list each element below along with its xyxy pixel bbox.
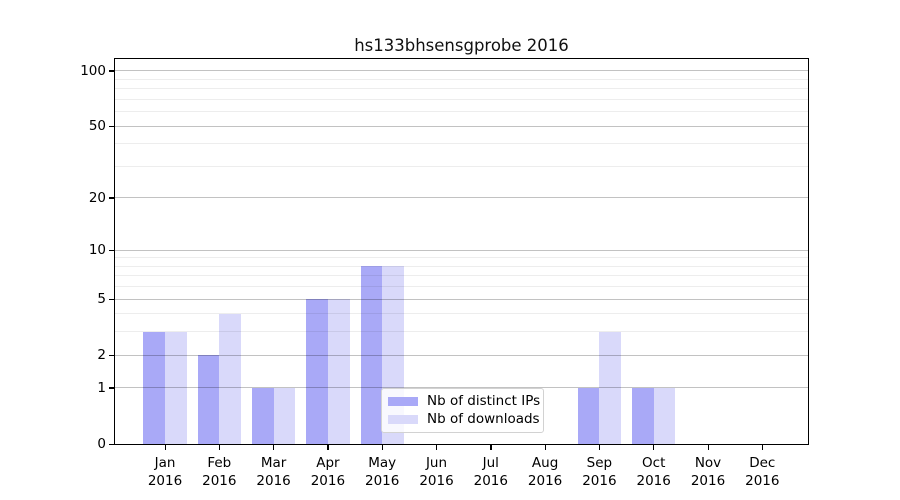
y-tick-mark [109, 387, 114, 389]
x-tick-mark [653, 445, 655, 450]
x-axis-tick-label: Feb 2016 [202, 455, 237, 489]
x-axis-tick-label: Mar 2016 [256, 455, 291, 489]
major-gridline [115, 249, 808, 251]
x-tick-mark [436, 445, 438, 450]
y-tick-mark [109, 443, 114, 445]
bar-downloads [599, 331, 622, 444]
legend-entry: Nb of distinct IPs [388, 393, 540, 410]
minor-gridline [115, 98, 808, 100]
x-axis-tick-label: Jun 2016 [419, 455, 454, 489]
bar-distinct-ips [143, 331, 165, 444]
minor-gridline [115, 143, 808, 145]
x-tick-mark [544, 445, 546, 450]
bar-distinct-ips [197, 355, 220, 444]
x-axis-tick-label: Sep 2016 [582, 455, 617, 489]
y-axis-tick-label: 2 [97, 347, 106, 364]
x-tick-mark [327, 445, 329, 450]
bar-downloads [653, 387, 676, 444]
bar-distinct-ips [632, 387, 654, 444]
y-axis-tick-label: 50 [88, 118, 106, 135]
x-tick-mark [164, 445, 166, 450]
x-axis-tick-label: May 2016 [365, 455, 400, 489]
legend-label: Nb of downloads [427, 411, 540, 427]
legend-swatch-distinct-ips [388, 397, 418, 406]
y-tick-mark [109, 298, 114, 300]
bar-distinct-ips [577, 387, 600, 444]
bar-downloads [165, 331, 187, 444]
y-axis-tick-label: 20 [88, 189, 106, 206]
x-axis-tick-label: Jul 2016 [473, 455, 508, 489]
x-tick-mark [218, 445, 221, 450]
major-gridline [115, 298, 808, 300]
x-axis-tick-label: Aug 2016 [527, 455, 563, 489]
y-tick-mark [109, 125, 114, 127]
x-tick-mark [490, 445, 492, 450]
minor-gridline [115, 111, 808, 113]
y-axis-tick-label: 100 [80, 62, 106, 79]
y-tick-mark [109, 354, 114, 356]
legend-entry: Nb of downloads [388, 411, 540, 428]
legend-label: Nb of distinct IPs [427, 393, 541, 409]
bar-distinct-ips [306, 299, 328, 444]
x-axis-tick-label: Dec 2016 [745, 455, 780, 489]
legend-swatch-downloads [388, 415, 418, 424]
y-axis-tick-label: 1 [97, 379, 106, 396]
x-axis-tick-label: Jan 2016 [147, 455, 183, 489]
legend: Nb of distinct IPs Nb of downloads [381, 388, 544, 433]
minor-gridline [115, 165, 808, 167]
plot-area [114, 58, 809, 445]
x-axis-tick-label: Nov 2016 [690, 455, 726, 489]
bar-distinct-ips [360, 266, 383, 444]
major-gridline [115, 197, 808, 199]
bar-downloads [219, 313, 241, 444]
x-tick-mark [598, 445, 601, 450]
minor-gridline [115, 257, 808, 259]
y-axis-tick-label: 10 [88, 242, 106, 259]
bar-distinct-ips [251, 387, 274, 444]
x-axis-tick-label: Oct 2016 [636, 455, 671, 489]
minor-gridline [115, 265, 808, 267]
major-gridline [115, 70, 808, 72]
x-tick-mark [707, 445, 709, 450]
minor-gridline [115, 286, 808, 288]
bar-downloads [273, 387, 296, 444]
minor-gridline [115, 275, 808, 277]
y-tick-mark [109, 70, 114, 72]
x-tick-mark [273, 445, 275, 450]
bar-downloads [327, 299, 350, 444]
x-axis-tick-label: Apr 2016 [310, 455, 346, 489]
x-tick-mark [381, 445, 383, 450]
y-tick-mark [109, 249, 114, 251]
y-axis-tick-label: 0 [97, 436, 106, 452]
y-axis-tick-label: 5 [97, 291, 106, 308]
major-gridline [115, 125, 808, 127]
minor-gridline [115, 88, 808, 90]
minor-gridline [115, 78, 808, 80]
y-tick-mark [109, 197, 114, 199]
x-tick-mark [761, 445, 764, 450]
chart-title: hs133bhsensgprobe 2016 [354, 36, 569, 55]
